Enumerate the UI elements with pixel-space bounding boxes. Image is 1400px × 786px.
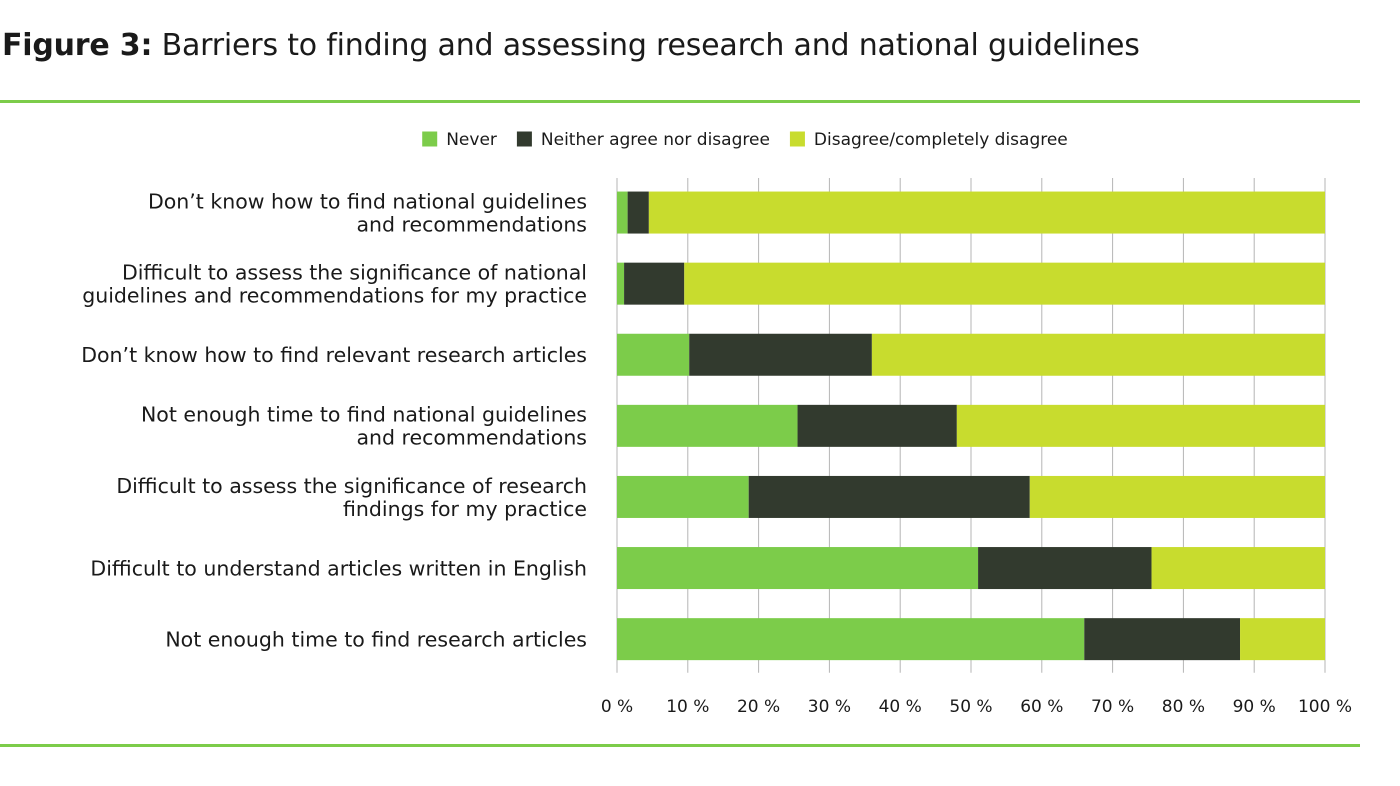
legend-swatch-never (422, 131, 438, 147)
x-tick-label: 80 % (1162, 697, 1205, 717)
legend-swatch-neither-agree-nor-disagree (516, 131, 532, 147)
legend-label: Disagree/completely disagree (814, 130, 1068, 150)
bar-disagree-completely-disagree (871, 333, 1325, 376)
bar-neither-agree-nor-disagree (748, 475, 1030, 518)
bar-never (617, 333, 690, 376)
bar-never (617, 404, 798, 447)
x-tick-label: 20 % (737, 697, 780, 717)
top-divider (0, 100, 1360, 103)
figure-title-text: Barriers to finding and assessing resear… (161, 28, 1140, 63)
bar-neither-agree-nor-disagree (797, 404, 957, 447)
x-axis-ticks: 0 % 10 % 20 % 30 % 40 % 50 % 60 % 70 % 80 % 90 % 1… (601, 697, 1352, 717)
bar-neither-agree-nor-disagree (978, 547, 1152, 590)
bar-neither-agree-nor-disagree (624, 262, 685, 305)
bar-never (617, 262, 625, 305)
category-label: guidelines and recommendations for my pr… (82, 284, 587, 308)
category-label: Not enough time to find national guideli… (141, 403, 587, 427)
bar-neither-agree-nor-disagree (1084, 618, 1241, 661)
category-label: Not enough time to find research article… (165, 628, 587, 652)
category-label: and recommendations (356, 426, 587, 450)
category-label: Difficult to assess the significance of … (122, 261, 587, 285)
x-tick-label: 100 % (1298, 697, 1352, 717)
category-label: and recommendations (356, 212, 587, 236)
bar-disagree-completely-disagree (1151, 547, 1325, 590)
x-tick-label: 50 % (949, 697, 992, 717)
x-tick-label: 40 % (879, 697, 922, 717)
bar-disagree-completely-disagree (684, 262, 1325, 305)
bar-disagree-completely-disagree (956, 404, 1325, 447)
bottom-divider (0, 744, 1360, 747)
x-tick-label: 10 % (666, 697, 709, 717)
bar-never (617, 475, 749, 518)
bar-disagree-completely-disagree (1029, 475, 1325, 518)
x-tick-label: 60 % (1020, 697, 1063, 717)
category-label: findings for my practice (343, 497, 587, 521)
bar-disagree-completely-disagree (1240, 618, 1325, 661)
bar-never (617, 618, 1085, 661)
x-tick-label: 0 % (601, 697, 633, 717)
bar-neither-agree-nor-disagree (689, 333, 872, 376)
bar-never (617, 547, 979, 590)
legend-label: Never (446, 130, 497, 150)
x-tick-label: 90 % (1233, 697, 1276, 717)
category-label: Difficult to assess the significance of … (116, 474, 587, 498)
x-tick-label: 70 % (1091, 697, 1134, 717)
legend-label: Neither agree nor disagree (541, 130, 770, 150)
category-labels: Don’t know how to find national guidelin… (81, 189, 587, 651)
category-label: Don’t know how to find relevant research… (81, 343, 587, 367)
figure-label: Figure 3: (2, 28, 153, 63)
bars (617, 191, 1325, 661)
bar-neither-agree-nor-disagree (627, 191, 649, 234)
category-label: Difficult to understand articles written… (90, 556, 587, 580)
bar-never (617, 191, 628, 234)
category-label: Don’t know how to find national guidelin… (148, 189, 587, 213)
x-tick-label: 30 % (808, 697, 851, 717)
bar-disagree-completely-disagree (648, 191, 1325, 234)
legend-swatch-disagree-completely-disagree (789, 131, 805, 147)
legend: Never Neither agree nor disagree Disagree/… (422, 130, 1068, 150)
figure-title: Figure 3: Barriers to finding and assess… (2, 28, 1140, 63)
